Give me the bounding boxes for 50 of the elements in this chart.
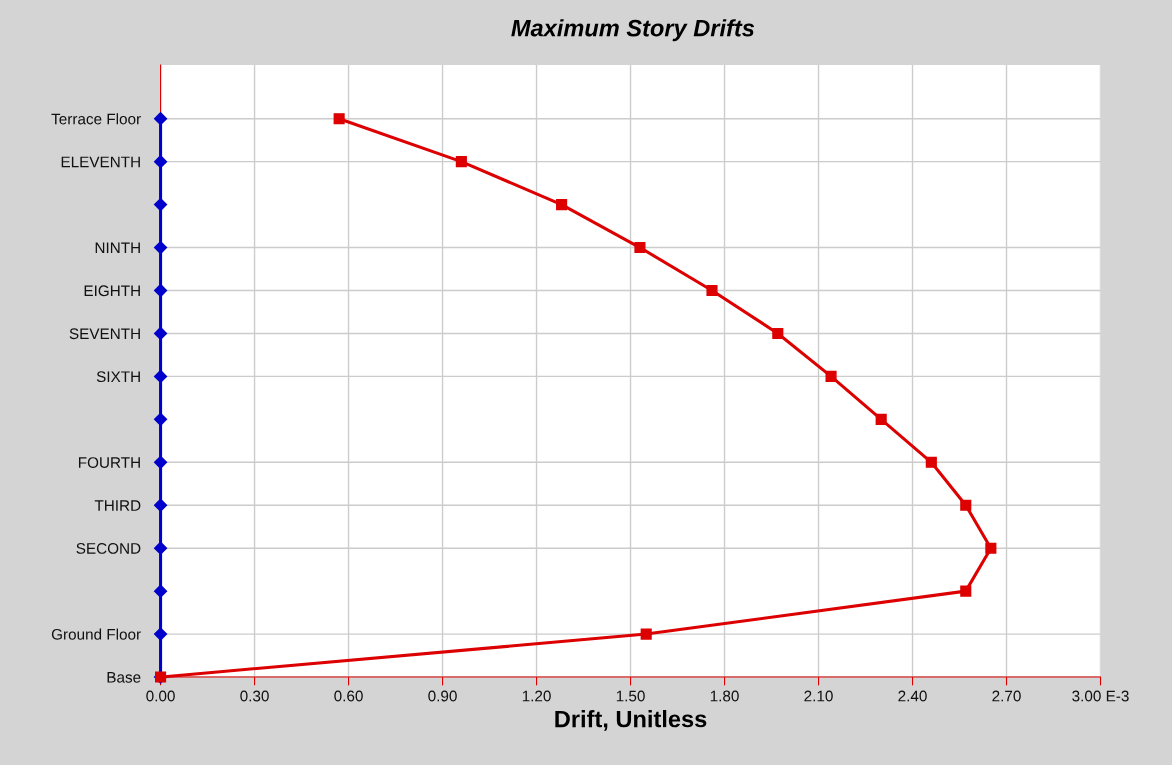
y-tick-label: SIXTH <box>96 371 140 383</box>
x-tick-label: 1.80 <box>710 690 739 702</box>
point <box>153 326 168 341</box>
x-tick-label: 2.70 <box>992 690 1021 702</box>
point <box>875 413 887 425</box>
y-tick-label: SEVENTH <box>69 328 140 340</box>
y-tick-label: ELEVENTH <box>61 156 140 168</box>
x-tick-label: 0.60 <box>334 690 363 702</box>
point <box>153 283 168 298</box>
chart-title: Maximum Story Drifts <box>511 19 755 42</box>
y-tick-label: Terrace Floor <box>51 113 141 125</box>
point <box>153 541 168 555</box>
point <box>153 112 168 126</box>
point <box>153 369 168 383</box>
point <box>153 584 168 598</box>
x-tick-label: 1.20 <box>522 690 551 702</box>
point <box>960 585 972 597</box>
point <box>556 199 568 211</box>
x-tick-label: 2.10 <box>804 690 833 702</box>
point <box>960 499 972 511</box>
x-axis-title: Drift, Unitless <box>555 710 707 731</box>
x-tick-label: 3.00 E-3 <box>1072 690 1129 702</box>
point <box>640 628 652 640</box>
point <box>825 370 837 382</box>
point <box>153 198 168 212</box>
point <box>925 456 937 468</box>
point <box>153 627 168 641</box>
x-tick-label: 1.50 <box>616 690 645 702</box>
point <box>772 327 784 340</box>
y-tick-label: THIRD <box>94 500 141 511</box>
x-tick-label: 2.40 <box>898 690 927 702</box>
y-tick-label: FOURTH <box>78 457 140 468</box>
point <box>706 284 718 297</box>
point <box>985 542 997 554</box>
y-tick-label: NINTH <box>95 242 140 254</box>
x-tick-label: 0.90 <box>428 690 457 702</box>
point <box>455 156 467 168</box>
x-tick-label: 0.30 <box>240 690 269 702</box>
x-tick-label: 0.00 <box>146 690 175 702</box>
y-tick-label: SECOND <box>76 543 141 554</box>
point <box>153 412 168 426</box>
point <box>333 113 345 125</box>
y-tick-label: EIGHTH <box>84 285 140 297</box>
y-tick-label: Ground Floor <box>51 628 141 640</box>
point <box>153 455 168 469</box>
point <box>153 155 168 169</box>
point <box>153 498 168 512</box>
point <box>153 240 168 255</box>
y-tick-label: Base <box>107 672 141 683</box>
point <box>634 241 646 254</box>
